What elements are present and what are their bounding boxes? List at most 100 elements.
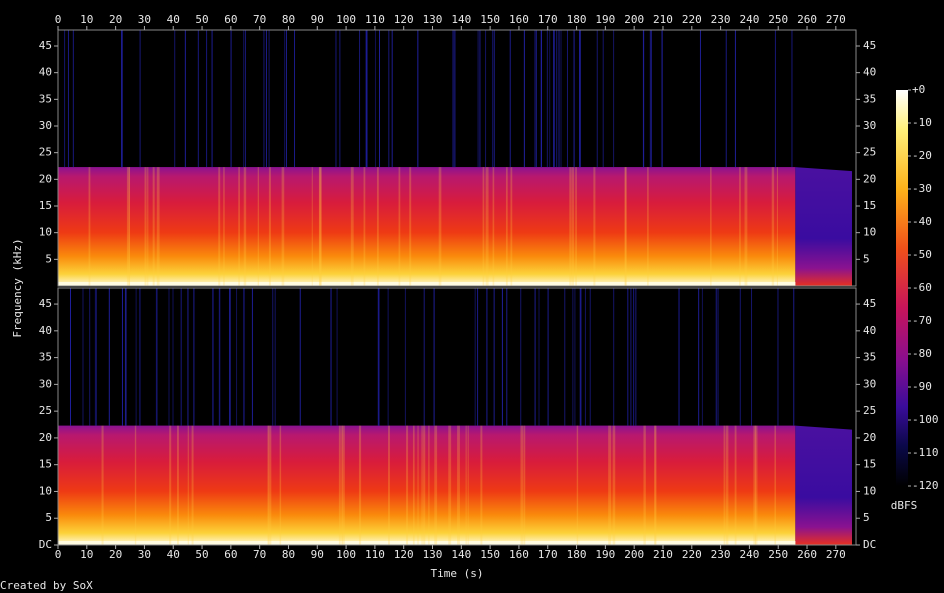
x-tick-label: 20 <box>109 548 122 561</box>
colorbar-tick-label: -30 <box>912 182 932 195</box>
x-tick-label: 110 <box>365 13 385 26</box>
y-tick-label: 5 <box>45 511 52 524</box>
colorbar-tick-label: -80 <box>912 347 932 360</box>
x-tick-label: 260 <box>797 13 817 26</box>
x-tick-label: 240 <box>739 548 759 561</box>
y-tick-label: 15 <box>863 458 876 471</box>
y-axis-label: Frequency (kHz) <box>11 238 24 337</box>
spectrum-tail <box>795 167 852 286</box>
y-tick-label: 5 <box>45 252 52 265</box>
x-tick-label: 200 <box>624 13 644 26</box>
y-tick-label: 40 <box>863 66 876 79</box>
colorbar-tick-label: -50 <box>912 248 932 261</box>
x-tick-label: 120 <box>394 13 414 26</box>
x-tick-label: 80 <box>282 13 295 26</box>
x-tick-label: 10 <box>80 13 93 26</box>
colorbar-tick-label: -60 <box>912 281 932 294</box>
credit: Created by SoX <box>0 579 93 592</box>
y-tick-label: 10 <box>39 226 52 239</box>
colorbar-tick-label: -120 <box>912 479 939 492</box>
x-tick-label: 210 <box>653 548 673 561</box>
x-tick-label: 210 <box>653 13 673 26</box>
x-tick-label: 100 <box>336 548 356 561</box>
y-tick-label: 30 <box>39 119 52 132</box>
x-tick-label: 160 <box>509 13 529 26</box>
x-tick-label: 120 <box>394 548 414 561</box>
y-tick-label: 10 <box>39 484 52 497</box>
x-tick-label: 130 <box>423 13 443 26</box>
y-tick-label: 20 <box>863 431 876 444</box>
x-tick-label: 270 <box>826 13 846 26</box>
panel-frame <box>57 287 857 546</box>
spectrum-tail <box>795 425 852 545</box>
y-tick-label: 40 <box>39 66 52 79</box>
y-tick-label: 5 <box>863 511 870 524</box>
y-tick-label: 35 <box>39 92 52 105</box>
y-tick-label: 35 <box>863 92 876 105</box>
y-tick-label: 45 <box>863 297 876 310</box>
x-tick-label: 190 <box>595 548 615 561</box>
y-tick-label: 35 <box>39 351 52 364</box>
x-tick-label: 150 <box>480 13 500 26</box>
y-tick-label: 25 <box>863 146 876 159</box>
x-tick-label: 130 <box>423 548 443 561</box>
x-tick-label: 140 <box>451 13 471 26</box>
y-tick-label: 25 <box>863 404 876 417</box>
x-tick-label: 20 <box>109 13 122 26</box>
y-tick-label: 40 <box>39 324 52 337</box>
x-tick-label: 100 <box>336 13 356 26</box>
x-tick-label: 90 <box>311 13 324 26</box>
y-tick-label: 30 <box>39 377 52 390</box>
spectrum-band <box>58 167 796 286</box>
x-tick-label: 10 <box>80 548 93 561</box>
x-tick-label: 80 <box>282 548 295 561</box>
y-tick-label: 15 <box>863 199 876 212</box>
x-tick-label: 170 <box>538 548 558 561</box>
colorbar <box>896 90 908 486</box>
x-tick-label: 60 <box>224 548 237 561</box>
colorbar-tick-label: -100 <box>912 413 939 426</box>
y-tick-label: 15 <box>39 458 52 471</box>
colorbar-tick-label: -20 <box>912 149 932 162</box>
x-tick-label: 110 <box>365 548 385 561</box>
x-tick-label: 240 <box>739 13 759 26</box>
x-axis-label: Time (s) <box>431 567 484 580</box>
x-tick-label: 220 <box>682 13 702 26</box>
x-tick-label: 60 <box>224 13 237 26</box>
y-tick-label: DC <box>863 538 876 551</box>
colorbar-tick-label: +0 <box>912 83 925 96</box>
x-tick-label: 40 <box>167 548 180 561</box>
colorbar-tick-label: -70 <box>912 314 932 327</box>
x-tick-label: 260 <box>797 548 817 561</box>
y-tick-label: 25 <box>39 404 52 417</box>
colorbar-tick-label: -110 <box>912 446 939 459</box>
y-tick-label: DC <box>39 538 52 551</box>
y-tick-label: 25 <box>39 146 52 159</box>
y-tick-label: 20 <box>39 172 52 185</box>
spectrum-floor <box>58 541 796 545</box>
y-tick-label: 15 <box>39 199 52 212</box>
y-tick-label: 40 <box>863 324 876 337</box>
colorbar-tick-label: -90 <box>912 380 932 393</box>
spectrum-band <box>58 425 796 545</box>
x-tick-label: 180 <box>567 13 587 26</box>
x-tick-label: 0 <box>55 13 62 26</box>
x-tick-label: 250 <box>768 13 788 26</box>
x-tick-label: 190 <box>595 13 615 26</box>
x-tick-label: 50 <box>195 13 208 26</box>
y-tick-label: 45 <box>39 297 52 310</box>
panel-frame <box>57 29 857 287</box>
x-tick-label: 180 <box>567 548 587 561</box>
x-tick-label: 50 <box>195 548 208 561</box>
y-tick-label: 20 <box>39 431 52 444</box>
y-tick-label: 30 <box>863 377 876 390</box>
colorbar-label: dBFS <box>891 499 918 512</box>
spectrum-floor <box>58 282 796 286</box>
x-tick-label: 70 <box>253 548 266 561</box>
y-tick-label: 5 <box>863 252 870 265</box>
x-tick-label: 70 <box>253 13 266 26</box>
x-tick-label: 200 <box>624 548 644 561</box>
x-tick-label: 250 <box>768 548 788 561</box>
y-tick-label: 20 <box>863 172 876 185</box>
